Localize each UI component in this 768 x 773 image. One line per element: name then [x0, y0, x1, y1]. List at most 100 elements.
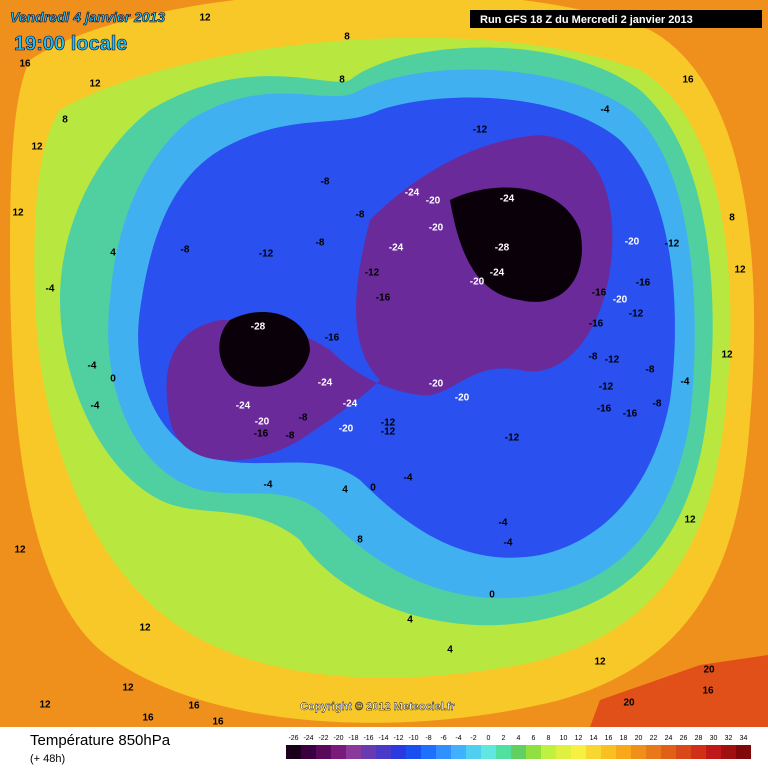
contour-label: 0	[370, 483, 376, 494]
contour-label: 8	[62, 115, 68, 126]
date-label: Vendredi 4 janvier 2013	[10, 9, 165, 25]
scale-cell	[706, 745, 721, 759]
contour-label: 16	[188, 701, 200, 712]
scale-cell	[481, 745, 496, 759]
contour-label: 4	[407, 615, 413, 626]
contour-label: 16	[212, 717, 224, 728]
contour-label: -4	[681, 377, 690, 388]
scale-label: 0	[487, 735, 491, 742]
contour-label: 12	[721, 350, 733, 361]
scale-cell	[406, 745, 421, 759]
contour-label: -24	[500, 194, 515, 205]
contour-label: 12	[12, 208, 24, 219]
scale-cell	[556, 745, 571, 759]
footer-lead: (+ 48h)	[30, 753, 65, 765]
scale-label: 6	[532, 735, 536, 742]
contour-label: -24	[389, 243, 404, 254]
contour-label: 12	[31, 142, 43, 153]
contour-label: 16	[142, 713, 154, 724]
scale-label: 34	[740, 735, 748, 742]
contour-label: 20	[703, 665, 715, 676]
run-box	[470, 10, 762, 28]
contour-label: -8	[356, 210, 365, 221]
contour-label: -4	[504, 538, 513, 549]
scale-cell	[436, 745, 451, 759]
scale-cell	[376, 745, 391, 759]
scale-cell	[646, 745, 661, 759]
contour-label: -20	[470, 277, 485, 288]
contour-label: 12	[122, 683, 134, 694]
scale-cell	[286, 745, 301, 759]
scale-cell	[541, 745, 556, 759]
scale-label: 28	[695, 735, 703, 742]
scale-cell	[721, 745, 736, 759]
contour-label: -20	[613, 295, 628, 306]
contour-label: -4	[46, 284, 55, 295]
contour-label: 4	[447, 645, 453, 656]
scale-cell	[511, 745, 526, 759]
contour-label: -4	[264, 480, 273, 491]
contour-label: 12	[139, 623, 151, 634]
contour-label: 16	[19, 59, 31, 70]
contour-label: -12	[629, 309, 644, 320]
time-label: 19:00 locale	[14, 33, 127, 55]
footer-title: Température 850hPa	[30, 732, 171, 749]
contour-label: 8	[357, 535, 363, 546]
contour-label: -16	[376, 293, 391, 304]
contour-label: -16	[592, 288, 607, 299]
contour-label: 8	[344, 32, 350, 43]
contour-label: -12	[599, 382, 614, 393]
contour-label: -24	[236, 401, 251, 412]
scale-label: 20	[635, 735, 643, 742]
scale-label: 4	[517, 735, 521, 742]
contour-label: 12	[199, 13, 211, 24]
contour-label: -8	[589, 352, 598, 363]
scale-label: 30	[710, 735, 718, 742]
contour-label: -4	[601, 105, 610, 116]
run-label: Run GFS 18 Z du Mercredi 2 janvier 2013	[480, 14, 693, 26]
contour-label: -16	[597, 404, 612, 415]
contour-label: -12	[665, 239, 680, 250]
contour-label: -12	[259, 249, 274, 260]
contour-label: -24	[405, 188, 420, 199]
scale-cell	[496, 745, 511, 759]
contour-label: -24	[343, 399, 358, 410]
contour-label: -20	[429, 223, 444, 234]
scale-cell	[601, 745, 616, 759]
scale-cell	[301, 745, 316, 759]
contour-label: 12	[684, 515, 696, 526]
scale-label: -22	[318, 735, 328, 742]
scale-label: 26	[680, 735, 688, 742]
scale-label: -16	[363, 735, 373, 742]
scale-cell	[331, 745, 346, 759]
contour-label: 12	[89, 79, 101, 90]
contour-label: 12	[734, 265, 746, 276]
contour-label: 8	[339, 75, 345, 86]
contour-label: 4	[342, 485, 348, 496]
scale-cell	[466, 745, 481, 759]
scale-cell	[361, 745, 376, 759]
contour-label: -16	[636, 278, 651, 289]
contour-label: -12	[473, 125, 488, 136]
contour-label: -8	[181, 245, 190, 256]
contour-label: 16	[682, 75, 694, 86]
scale-label: -2	[470, 735, 476, 742]
scale-cell	[586, 745, 601, 759]
scale-cell	[691, 745, 706, 759]
scale-label: 10	[560, 735, 568, 742]
contour-label: -8	[316, 238, 325, 249]
contour-label: -16	[254, 429, 269, 440]
scale-label: 18	[620, 735, 628, 742]
contour-label: -20	[625, 237, 640, 248]
scale-label: -6	[440, 735, 446, 742]
contour-label: -8	[299, 413, 308, 424]
scale-cell	[346, 745, 361, 759]
scale-label: -8	[425, 735, 431, 742]
scale-label: -18	[348, 735, 358, 742]
contour-label: -28	[495, 243, 510, 254]
contour-label: 0	[489, 590, 495, 601]
scale-cell	[736, 745, 751, 759]
contour-label: -20	[429, 379, 444, 390]
scale-label: -24	[303, 735, 313, 742]
contour-label: -4	[91, 401, 100, 412]
